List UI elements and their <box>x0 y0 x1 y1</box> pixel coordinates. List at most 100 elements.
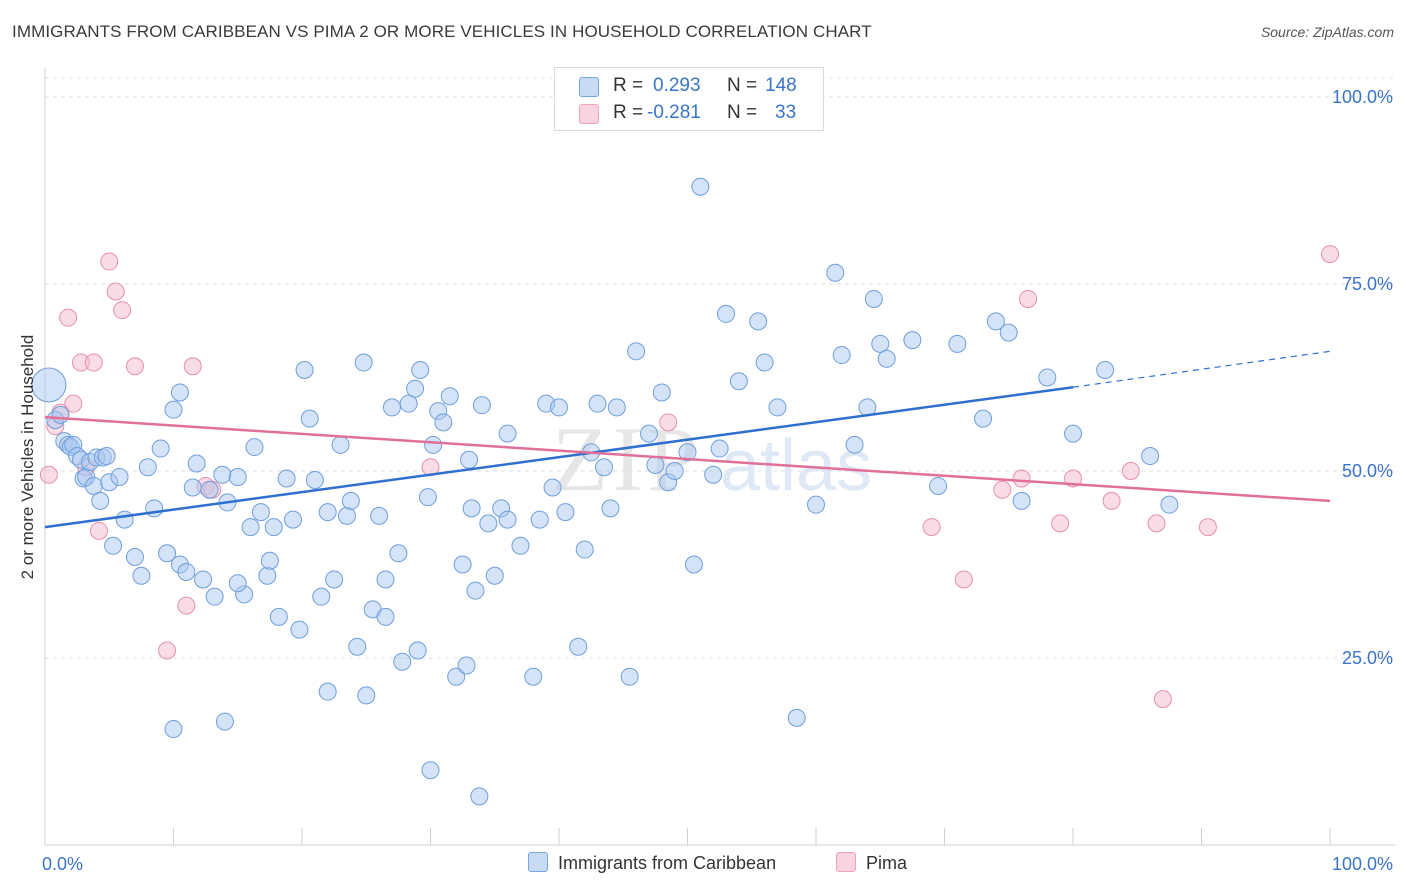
data-point-caribbean <box>31 367 67 403</box>
data-point-pima <box>1019 289 1038 308</box>
data-point-pima <box>125 357 144 376</box>
data-point-caribbean <box>251 503 270 522</box>
data-point-caribbean <box>228 574 247 593</box>
data-point-caribbean <box>678 443 697 462</box>
data-point-caribbean <box>305 470 324 489</box>
data-point-caribbean <box>382 398 401 417</box>
data-point-caribbean <box>929 476 948 495</box>
data-point-pima <box>954 570 973 589</box>
data-point-caribbean <box>158 544 177 563</box>
data-point-caribbean <box>376 607 395 626</box>
legend-n-label: N = <box>727 102 758 123</box>
chart-title: IMMIGRANTS FROM CARIBBEAN VS PIMA 2 OR M… <box>12 22 872 41</box>
data-point-caribbean <box>145 499 164 518</box>
data-point-caribbean <box>213 465 232 484</box>
data-point-caribbean <box>376 570 395 589</box>
data-point-caribbean <box>646 456 665 475</box>
data-point-caribbean <box>755 353 774 372</box>
data-point-caribbean <box>607 398 626 417</box>
data-point-caribbean <box>370 506 389 525</box>
data-point-caribbean <box>877 349 896 368</box>
data-point-caribbean <box>170 383 189 402</box>
stats-legend: R = 0.293 N = 148 R = -0.281 N = 33 <box>554 67 824 131</box>
legend-n-value: 33 <box>775 102 797 123</box>
data-point-caribbean <box>807 495 825 514</box>
x-tick-label: 100.0% <box>1332 854 1393 874</box>
data-point-caribbean <box>1038 368 1057 387</box>
data-point-pima <box>64 394 83 413</box>
data-point-caribbean <box>530 510 549 529</box>
data-point-caribbean <box>348 637 367 656</box>
axes <box>44 68 1395 846</box>
legend-swatch-blue <box>528 852 548 872</box>
data-point-caribbean <box>652 383 671 402</box>
data-point-caribbean <box>472 396 491 415</box>
data-point-caribbean <box>295 361 314 380</box>
y-tick-label: 25.0% <box>1342 648 1393 668</box>
data-point-caribbean <box>104 536 123 555</box>
data-point-caribbean <box>300 409 319 428</box>
data-point-pima <box>1198 518 1217 537</box>
data-point-pima <box>1147 514 1166 533</box>
data-point-caribbean <box>318 503 337 522</box>
data-point-caribbean <box>357 686 376 705</box>
data-point-caribbean <box>399 394 418 413</box>
data-point-caribbean <box>543 478 562 497</box>
data-point-caribbean <box>569 637 588 656</box>
data-point-pima <box>1012 469 1031 488</box>
data-point-caribbean <box>550 398 568 417</box>
data-point-caribbean <box>258 566 277 585</box>
legend-label-pima: Pima <box>866 853 908 873</box>
data-point-caribbean <box>440 387 459 406</box>
data-point-pima <box>183 357 202 376</box>
data-point-caribbean <box>594 458 613 477</box>
data-point-caribbean <box>245 438 264 457</box>
data-point-pima <box>113 301 132 320</box>
data-point-caribbean <box>411 361 430 380</box>
data-point-caribbean <box>264 518 283 537</box>
data-point-pima <box>100 252 119 271</box>
data-point-pima <box>922 518 941 537</box>
data-point-pima <box>158 641 177 660</box>
data-point-caribbean <box>205 587 224 606</box>
data-point-caribbean <box>974 409 993 428</box>
data-point-caribbean <box>575 540 594 559</box>
data-point-caribbean <box>710 439 729 458</box>
data-point-caribbean <box>588 394 607 413</box>
data-point-caribbean <box>462 499 481 518</box>
x-tick-label: 0.0% <box>42 854 83 874</box>
data-point-caribbean <box>460 450 479 469</box>
data-point-caribbean <box>200 480 219 499</box>
data-point-caribbean <box>447 667 466 686</box>
data-point-caribbean <box>787 708 806 727</box>
tick-labels: 25.0% 50.0% 75.0% 100.0% 0.0% 100.0% <box>42 87 1393 874</box>
data-point-pima <box>1321 245 1339 264</box>
data-point-caribbean <box>466 581 485 600</box>
data-point-caribbean <box>138 458 157 477</box>
data-point-caribbean <box>986 312 1005 331</box>
data-point-caribbean <box>408 641 427 660</box>
legend-label-caribbean: Immigrants from Caribbean <box>558 853 777 873</box>
data-point-caribbean <box>1160 495 1179 514</box>
y-tick-label: 100.0% <box>1332 87 1393 107</box>
data-point-caribbean <box>389 544 408 563</box>
data-point-caribbean <box>228 467 247 486</box>
data-point-caribbean <box>110 467 129 486</box>
data-point-caribbean <box>132 566 151 585</box>
legend-swatch-pink <box>579 104 599 124</box>
data-point-caribbean <box>457 656 476 675</box>
legend-r-value: -0.281 <box>647 102 701 123</box>
data-point-caribbean <box>187 454 206 473</box>
data-point-caribbean <box>498 424 517 443</box>
data-point-caribbean <box>277 469 296 488</box>
data-point-caribbean <box>51 405 70 424</box>
data-point-caribbean <box>84 476 103 495</box>
data-point-caribbean <box>284 510 303 529</box>
series-caribbean-points <box>31 177 1179 806</box>
data-point-pima <box>1102 491 1121 510</box>
data-point-caribbean <box>826 263 845 282</box>
data-point-caribbean <box>627 342 646 361</box>
data-point-caribbean <box>434 413 453 432</box>
data-point-caribbean <box>832 346 851 365</box>
data-point-caribbean <box>1096 361 1115 380</box>
